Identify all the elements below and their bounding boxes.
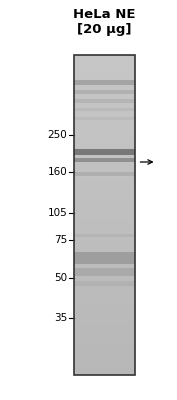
Text: 160: 160 [48,167,67,177]
Bar [74,108,135,110]
Text: 250: 250 [48,130,67,140]
Bar [74,280,135,286]
Bar [74,99,135,103]
Bar [74,252,135,264]
Text: 35: 35 [54,313,67,323]
Bar [74,55,135,375]
Bar [74,149,135,155]
Bar [74,90,135,94]
Text: 50: 50 [54,273,67,283]
Bar [74,234,135,236]
Bar [74,268,135,276]
Text: 75: 75 [54,235,67,245]
Text: HeLa NE: HeLa NE [73,8,136,22]
Text: [20 μg]: [20 μg] [77,24,132,36]
Bar [74,116,135,120]
Text: 105: 105 [48,208,67,218]
Bar [74,158,135,162]
Bar [74,172,135,176]
Bar [74,80,135,84]
